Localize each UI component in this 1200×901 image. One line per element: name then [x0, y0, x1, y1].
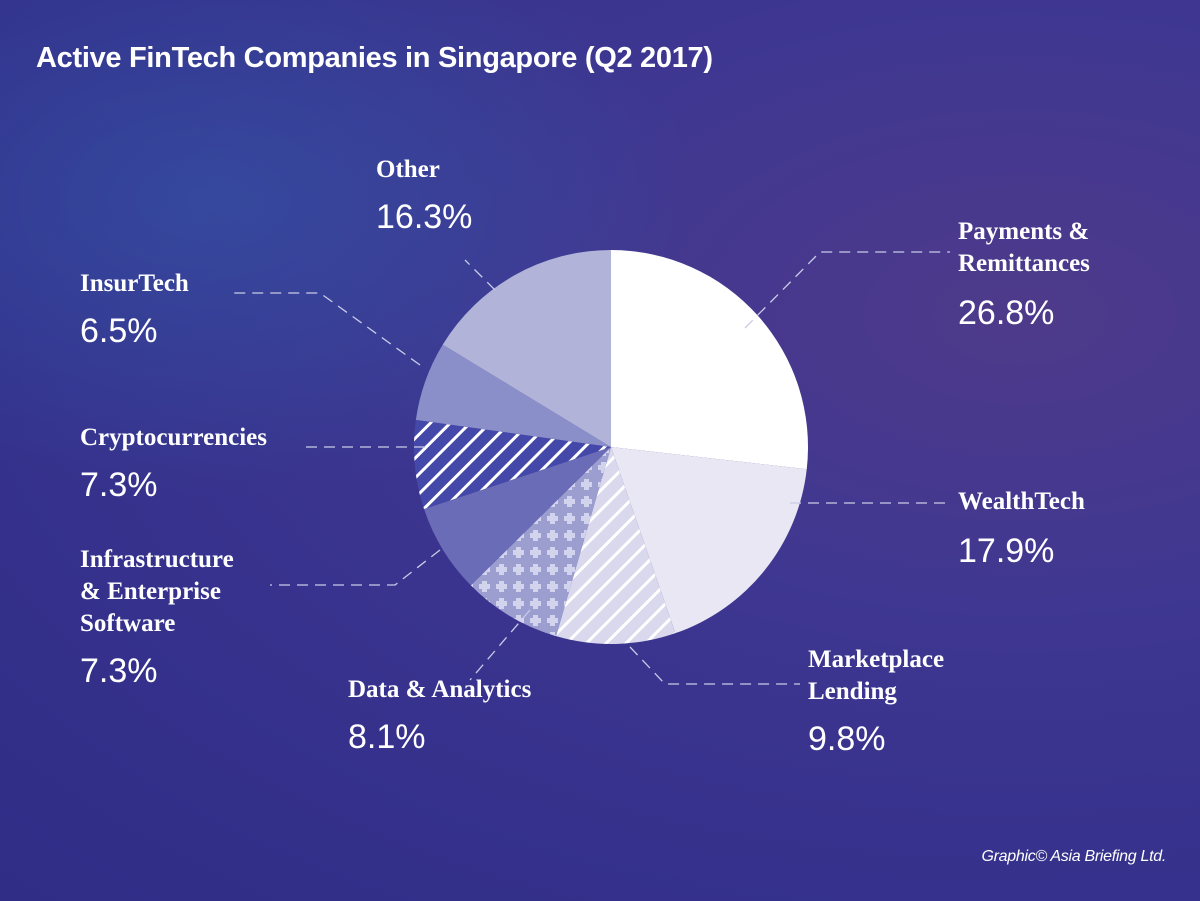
label-crypto: Cryptocurrencies [80, 424, 267, 451]
label-marketplace: Marketplace Lending [808, 646, 945, 705]
leader-line-insurtech [230, 292, 421, 366]
leader-line-other [464, 259, 496, 291]
pct-insurtech: 6.5% [80, 312, 158, 350]
credit: Graphic© Asia Briefing Ltd. [981, 848, 1166, 865]
pie-slice-wealthtech [611, 447, 807, 634]
pie-slice-payments-remittances [611, 250, 808, 470]
pct-wealthtech: 17.9% [958, 532, 1055, 570]
pct-data: 8.1% [348, 718, 426, 756]
pie-slice-cryptocurrencies [414, 419, 611, 510]
pct-crypto: 7.3% [80, 466, 158, 504]
label-data: Data & Analytics [348, 676, 532, 703]
leader-line-marketplace [629, 646, 800, 685]
pie-slice-data-analytics [470, 447, 611, 637]
pie-slice-marketplace-lending [556, 447, 676, 644]
leader-line-payments [744, 251, 950, 329]
pct-other: 16.3% [376, 198, 473, 236]
label-wealthtech: WealthTech [958, 488, 1085, 515]
label-infrastructure: Infrastructure & Enterprise Software [80, 546, 234, 637]
pct-marketplace: 9.8% [808, 720, 886, 758]
leader-line-infrastructure [270, 549, 441, 586]
pct-infrastructure: 7.3% [80, 652, 158, 690]
leader-lines [230, 251, 950, 685]
label-payments: Payments & Remittances [958, 218, 1090, 277]
pie-slice-infrastructure-enterprise-software [424, 447, 611, 586]
chart-title: Active FinTech Companies in Singapore (Q… [36, 42, 713, 74]
pie-slice-other [442, 250, 611, 447]
label-insurtech: InsurTech [80, 270, 189, 297]
leader-line-data [469, 609, 531, 681]
pct-payments: 26.8% [958, 294, 1055, 332]
label-other: Other [376, 156, 440, 183]
pie-slice-insurtech [415, 344, 611, 447]
